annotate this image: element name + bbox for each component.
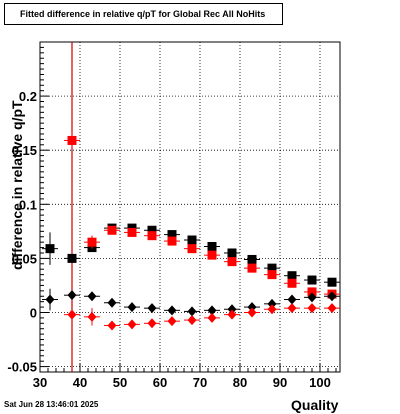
data-point-square bbox=[327, 277, 337, 287]
data-point-diamond bbox=[307, 303, 317, 314]
chart-title-box: Fitted difference in relative q/pT for G… bbox=[4, 3, 283, 25]
data-point-square bbox=[67, 135, 77, 145]
data-point-square bbox=[67, 253, 77, 263]
data-point-square bbox=[307, 287, 317, 297]
data-point-square bbox=[287, 278, 297, 288]
data-point-square bbox=[45, 244, 55, 254]
data-point-square bbox=[87, 237, 97, 247]
data-point-square bbox=[147, 231, 157, 241]
data-point-square bbox=[167, 230, 177, 240]
x-axis-label: Quality bbox=[291, 397, 339, 413]
y-tick-label: -0.05 bbox=[7, 360, 37, 375]
data-point-diamond bbox=[107, 297, 117, 308]
data-point-square bbox=[107, 225, 117, 235]
data-point-diamond bbox=[287, 294, 297, 305]
data-point-diamond bbox=[67, 309, 77, 320]
data-point-square bbox=[287, 271, 297, 281]
data-point-square bbox=[167, 236, 177, 246]
data-point-diamond bbox=[267, 304, 277, 315]
x-tick-label: 70 bbox=[193, 375, 207, 390]
data-point-diamond bbox=[327, 291, 337, 302]
data-point-diamond bbox=[107, 320, 117, 331]
data-point-diamond bbox=[227, 304, 237, 315]
data-point-square bbox=[247, 254, 257, 264]
data-point-square bbox=[187, 235, 197, 245]
data-point-square bbox=[247, 263, 257, 273]
data-point-square bbox=[147, 225, 157, 235]
y-tick-label: 0 bbox=[30, 305, 37, 320]
x-tick-label: 30 bbox=[33, 375, 47, 390]
data-point-square bbox=[267, 263, 277, 273]
data-point-square bbox=[267, 270, 277, 280]
data-point-diamond bbox=[147, 303, 157, 314]
data-point-diamond bbox=[287, 303, 297, 314]
data-point-diamond bbox=[187, 315, 197, 326]
data-point-square bbox=[227, 248, 237, 258]
data-point-diamond bbox=[167, 316, 177, 327]
data-point-square bbox=[227, 257, 237, 267]
data-point-diamond bbox=[87, 311, 97, 322]
chart-title: Fitted difference in relative q/pT for G… bbox=[20, 9, 266, 19]
data-point-diamond bbox=[247, 307, 257, 318]
data-point-diamond bbox=[327, 303, 337, 314]
data-point-diamond bbox=[207, 312, 217, 323]
data-point-diamond bbox=[147, 318, 157, 329]
x-tick-label: 80 bbox=[233, 375, 247, 390]
data-point-diamond bbox=[167, 305, 177, 316]
x-tick-label: 50 bbox=[113, 375, 127, 390]
y-axis-label: difference in relative q/pT bbox=[9, 100, 25, 270]
data-point-diamond bbox=[267, 298, 277, 309]
data-point-diamond bbox=[127, 319, 137, 330]
data-point-diamond bbox=[207, 305, 217, 316]
data-point-square bbox=[207, 241, 217, 251]
x-tick-label: 40 bbox=[73, 375, 87, 390]
y-tick-label: 0.05 bbox=[12, 251, 37, 266]
data-point-square bbox=[127, 227, 137, 237]
data-point-diamond bbox=[45, 294, 55, 305]
data-point-diamond bbox=[247, 302, 257, 313]
x-tick-label: 60 bbox=[153, 375, 167, 390]
data-point-diamond bbox=[127, 302, 137, 313]
data-point-square bbox=[187, 244, 197, 254]
x-tick-label: 100 bbox=[309, 375, 331, 390]
data-point-diamond bbox=[227, 309, 237, 320]
data-point-diamond bbox=[307, 292, 317, 303]
data-point-square bbox=[207, 250, 217, 260]
y-tick-label: 0.15 bbox=[12, 143, 37, 158]
data-point-diamond bbox=[187, 306, 197, 317]
data-point-square bbox=[307, 275, 317, 285]
datestamp: Sat Jun 28 13:46:01 2025 bbox=[4, 400, 99, 409]
data-point-diamond bbox=[87, 291, 97, 302]
x-tick-label: 90 bbox=[273, 375, 287, 390]
y-tick-label: 0.2 bbox=[19, 89, 37, 104]
y-tick-label: 0.1 bbox=[19, 197, 37, 212]
data-point-diamond bbox=[67, 290, 77, 301]
